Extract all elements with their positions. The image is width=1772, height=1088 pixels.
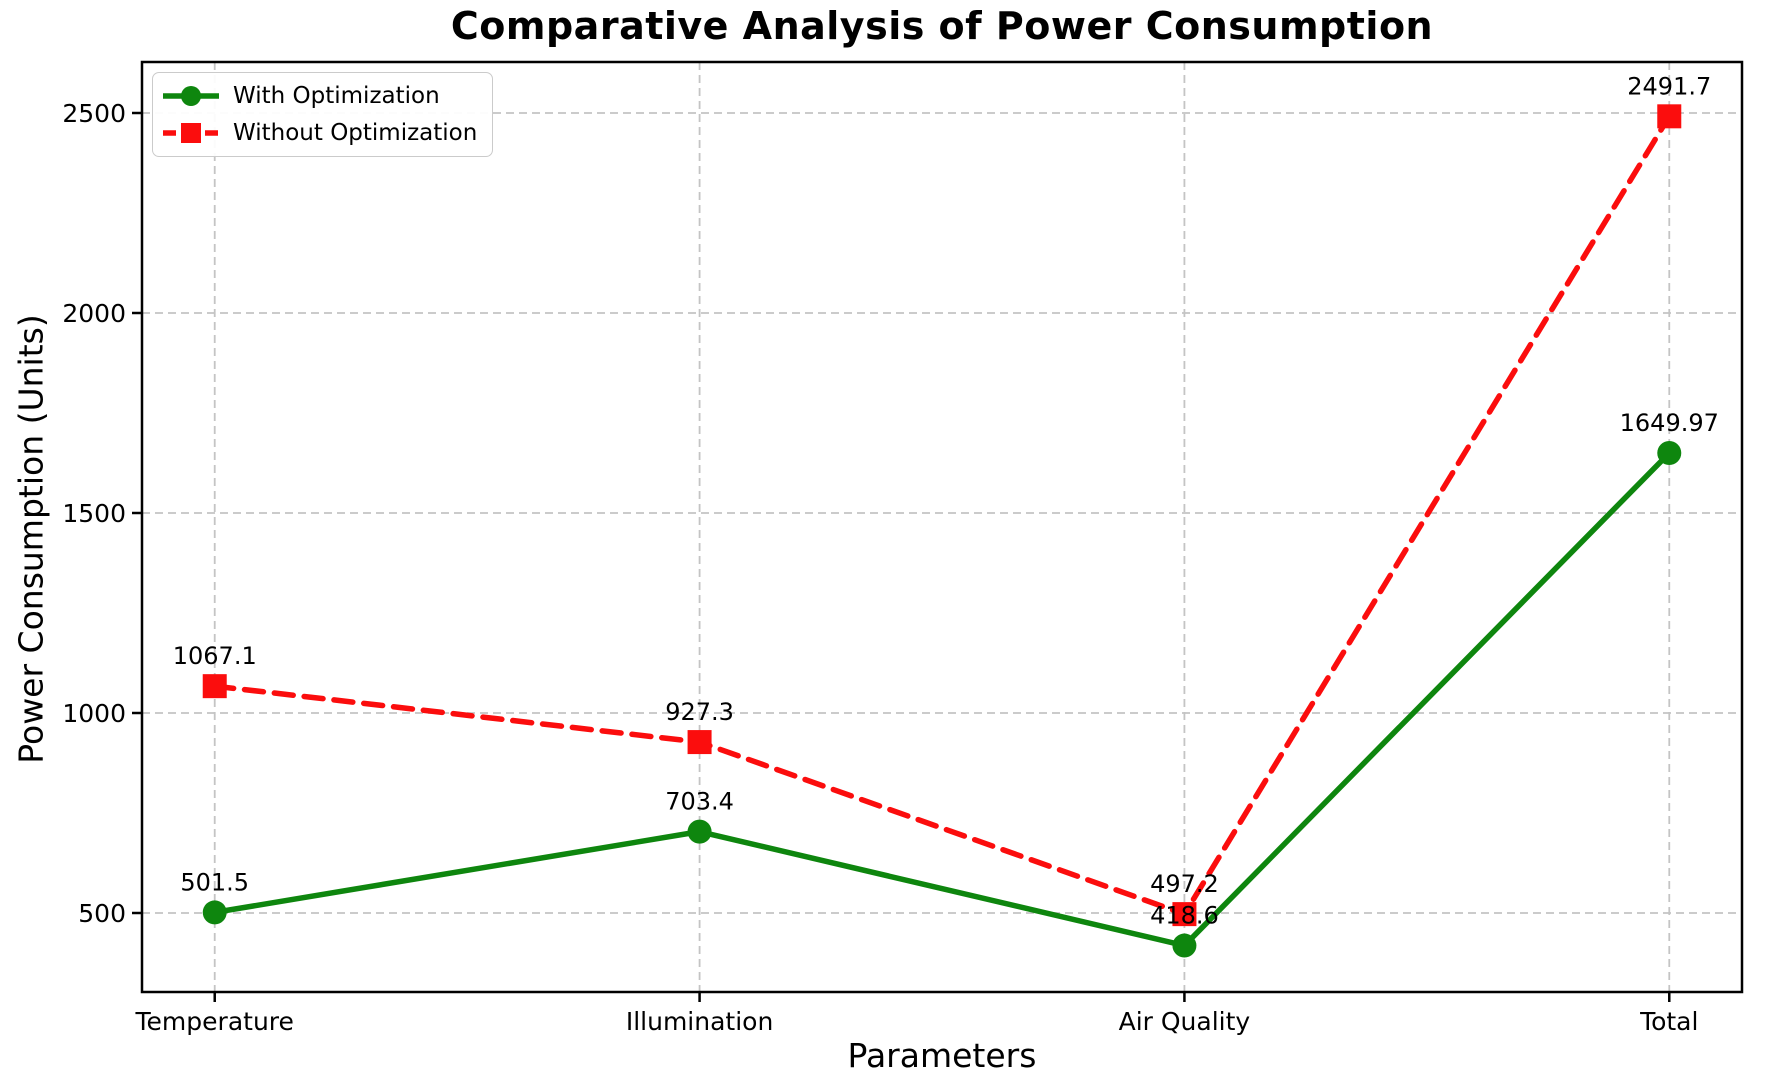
data-point-value-label: 418.6: [1150, 902, 1219, 930]
y-tick-label: 500: [78, 899, 126, 928]
data-point-marker: [1172, 933, 1197, 958]
legend-item-without-optimization: Without Optimization: [162, 116, 477, 150]
data-point-value-label: 501.5: [180, 868, 249, 896]
legend-item-with-optimization: With Optimization: [162, 79, 477, 113]
y-tick-label: 1500: [62, 499, 126, 528]
data-point-value-label: 1649.97: [1620, 409, 1719, 437]
legend-label-without-optimization: Without Optimization: [233, 120, 478, 146]
data-point-value-label: 497.2: [1150, 870, 1219, 898]
y-tick-label: 2500: [62, 99, 126, 128]
data-point-value-label: 2491.7: [1627, 72, 1711, 100]
data-point-marker: [687, 730, 712, 755]
x-tick-label: Air Quality: [1119, 1007, 1251, 1036]
x-tick-label: Temperature: [135, 1007, 294, 1036]
y-tick-label: 1000: [62, 699, 126, 728]
data-point-marker: [1657, 104, 1682, 129]
data-point-marker: [1657, 441, 1682, 466]
y-tick-label: 2000: [62, 299, 126, 328]
dashed-line-square-marker-icon: [163, 123, 219, 143]
data-point-marker: [202, 900, 227, 925]
legend-label-with-optimization: With Optimization: [233, 83, 440, 109]
data-point-value-label: 1067.1: [173, 642, 257, 670]
axes-spines: [140, 60, 1744, 994]
x-tick-label: Total: [1639, 1007, 1698, 1036]
solid-line-circle-marker-icon: [163, 86, 219, 106]
legend: With Optimization Without Optimization: [152, 72, 494, 157]
data-point-marker: [1172, 902, 1197, 927]
data-point-value-label: 703.4: [665, 788, 734, 816]
x-tick-label: Illumination: [626, 1007, 773, 1036]
data-point-value-label: 927.3: [665, 698, 734, 726]
data-point-marker: [687, 819, 712, 844]
data-point-marker: [202, 674, 227, 699]
series-line: [211, 450, 1673, 949]
x-axis-label: Parameters: [847, 1036, 1037, 1075]
y-axis-label: Power Consumption (Units): [11, 314, 51, 764]
chart-title: Comparative Analysis of Power Consumptio…: [450, 4, 1434, 48]
series-line: [211, 113, 1673, 917]
